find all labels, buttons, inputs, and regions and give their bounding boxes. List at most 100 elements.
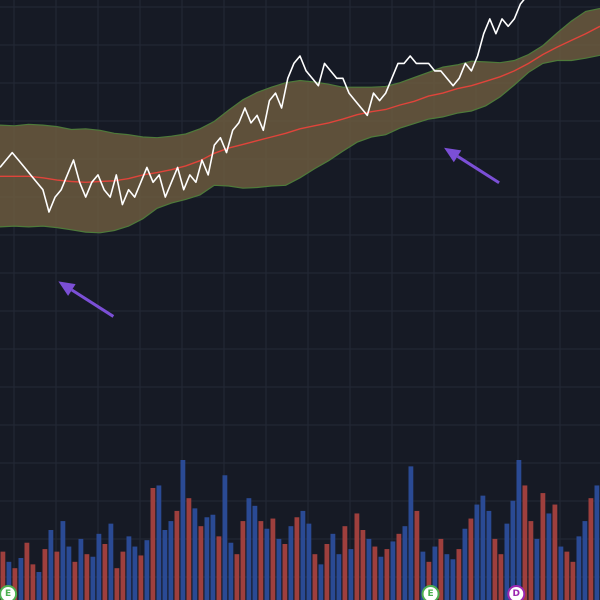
volume-bar bbox=[444, 554, 450, 600]
volume-bar bbox=[36, 572, 42, 600]
volume-bar bbox=[6, 561, 12, 600]
volume-bar bbox=[312, 554, 318, 600]
volume-bar bbox=[330, 533, 336, 600]
volume-bar bbox=[30, 564, 36, 600]
volume-bar bbox=[480, 495, 486, 600]
volume-bar bbox=[420, 551, 426, 600]
volume-bar bbox=[108, 523, 114, 600]
arrow-head bbox=[444, 147, 462, 163]
volume-bar bbox=[534, 538, 540, 600]
volume-bar bbox=[546, 513, 552, 600]
volume-bar bbox=[54, 551, 60, 600]
price-line bbox=[0, 0, 525, 213]
band-upper-line bbox=[0, 7, 600, 139]
volume-bar bbox=[222, 475, 228, 600]
volume-bar bbox=[96, 533, 102, 600]
volume-bar bbox=[0, 551, 6, 600]
volume-bar bbox=[450, 559, 456, 600]
volume-bar bbox=[540, 493, 546, 600]
volume-bar bbox=[468, 518, 474, 600]
volume-bar bbox=[258, 521, 264, 600]
volume-bar bbox=[216, 536, 222, 600]
volume-bar bbox=[90, 556, 96, 600]
volume-bar bbox=[408, 466, 414, 600]
volume-bar bbox=[396, 533, 402, 600]
volume-bar bbox=[162, 530, 168, 600]
volume-bar bbox=[78, 538, 84, 600]
volume-bar bbox=[432, 546, 438, 600]
volume-bar bbox=[390, 541, 396, 600]
price-lines bbox=[0, 0, 600, 213]
volume-bar bbox=[192, 508, 198, 600]
volume-bar bbox=[294, 517, 300, 600]
volume-bar bbox=[510, 500, 516, 600]
volume-bar bbox=[204, 517, 210, 600]
volume-bar bbox=[84, 554, 90, 600]
earnings-marker: E bbox=[0, 585, 18, 600]
volume-bar bbox=[414, 510, 420, 600]
volume-bar bbox=[456, 549, 462, 600]
volume-bar bbox=[252, 505, 258, 600]
volume-bar bbox=[144, 540, 150, 600]
volume-bar bbox=[492, 538, 498, 600]
volume-bar bbox=[564, 551, 570, 600]
volume-bar bbox=[594, 485, 600, 600]
volume-bar bbox=[576, 536, 582, 600]
volume-bar bbox=[582, 521, 588, 600]
volume-bar bbox=[402, 526, 408, 600]
volume-bar bbox=[462, 528, 468, 600]
volume-bar bbox=[588, 498, 594, 600]
arrow-shaft bbox=[456, 155, 500, 184]
volume-bar bbox=[318, 564, 324, 600]
volume-bar bbox=[558, 546, 564, 600]
band-lower-line bbox=[0, 54, 600, 234]
volume-bar bbox=[186, 498, 192, 600]
earnings-marker-label: E bbox=[427, 589, 433, 599]
volume-bar bbox=[384, 549, 390, 600]
volume-bar bbox=[516, 460, 522, 600]
volume-bar bbox=[66, 546, 72, 600]
volume-bar bbox=[438, 538, 444, 600]
volume-bar bbox=[336, 554, 342, 600]
volume-bar bbox=[48, 530, 54, 600]
volume-bar bbox=[168, 521, 174, 600]
earnings-marker-circle bbox=[0, 585, 18, 600]
volume-bar bbox=[522, 485, 528, 600]
volume-bar bbox=[198, 526, 204, 600]
volume-bar bbox=[348, 549, 354, 600]
volume-bar bbox=[102, 544, 108, 600]
volume-bar bbox=[246, 498, 252, 600]
dividend-marker-circle bbox=[507, 585, 526, 600]
annotation-arrows bbox=[58, 147, 500, 318]
dividend-marker: D bbox=[507, 585, 526, 600]
volume-bar bbox=[498, 554, 504, 600]
volume-bar bbox=[210, 514, 216, 600]
volume-bar bbox=[486, 510, 492, 600]
volume-bar bbox=[426, 561, 432, 600]
volume-bar bbox=[504, 523, 510, 600]
volume-bar bbox=[228, 542, 234, 600]
volume-bar bbox=[180, 460, 186, 600]
volume-bar bbox=[12, 568, 18, 600]
volume-bar bbox=[474, 504, 480, 600]
volume-bar bbox=[324, 544, 330, 600]
volume-bar bbox=[234, 554, 240, 600]
volume-bar bbox=[552, 504, 558, 600]
volume-bar bbox=[126, 536, 132, 600]
volume-bar bbox=[150, 488, 156, 600]
dividend-marker-label: D bbox=[513, 589, 520, 599]
volume-bar bbox=[372, 546, 378, 600]
volume-bar bbox=[366, 538, 372, 600]
volume-bar bbox=[528, 521, 534, 600]
volume-bar bbox=[360, 530, 366, 600]
volume-bar bbox=[132, 546, 138, 600]
volume-bar bbox=[156, 485, 162, 600]
volume-bar bbox=[24, 542, 30, 600]
arrow-head bbox=[58, 281, 76, 296]
earnings-marker-circle bbox=[421, 585, 440, 600]
annotation-arrow bbox=[58, 281, 115, 318]
volume-bar bbox=[114, 568, 120, 600]
